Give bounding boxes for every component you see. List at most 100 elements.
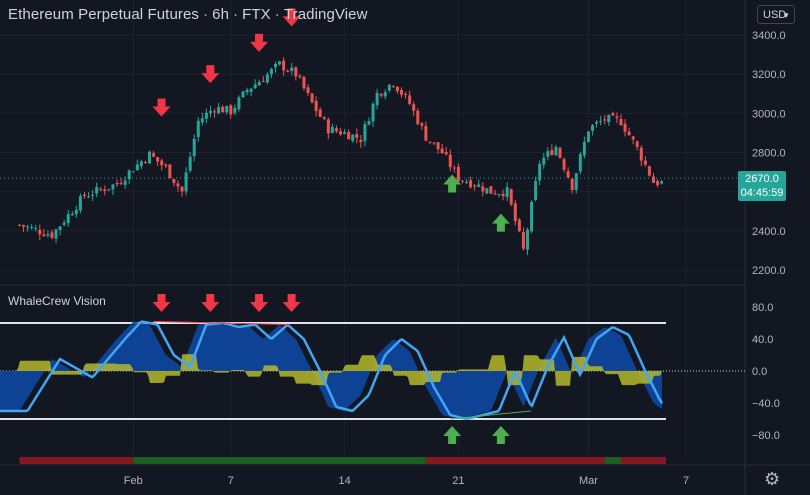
- candle-body: [647, 166, 651, 176]
- candle-body: [334, 128, 338, 132]
- candle-body: [127, 170, 131, 180]
- candle-body: [465, 182, 469, 184]
- last-price-badge: 2670.0 04:45:59: [738, 171, 786, 201]
- candle-body: [225, 105, 229, 113]
- trend-bar-segment: [133, 457, 426, 464]
- sell-arrow-icon-head: [152, 106, 171, 117]
- candle-body: [213, 111, 217, 113]
- candle-body: [233, 107, 237, 113]
- candle-body: [156, 157, 160, 162]
- buy-arrow-icon-shaft: [448, 435, 457, 444]
- candle-body: [444, 152, 448, 155]
- candle-body: [582, 141, 586, 156]
- candle-body: [22, 225, 26, 227]
- candle-body: [237, 97, 241, 110]
- candle-body: [269, 68, 273, 75]
- candle-body: [395, 86, 399, 92]
- candle-body: [115, 183, 119, 185]
- indicator-title[interactable]: WhaleCrew Vision: [8, 294, 106, 308]
- candle-body: [131, 171, 135, 173]
- candle-body: [322, 117, 326, 119]
- candle-body: [534, 181, 538, 201]
- sell-arrow-icon: [250, 294, 269, 312]
- candle-body: [253, 84, 257, 89]
- sell-arrow-icon-shaft: [206, 294, 215, 303]
- candle-body: [436, 142, 440, 150]
- candle-body: [168, 164, 172, 179]
- sell-arrow-icon: [152, 294, 171, 312]
- candle-body: [119, 183, 123, 185]
- candle-body: [509, 189, 513, 205]
- candle-body: [363, 124, 367, 142]
- candle-body: [607, 115, 611, 123]
- time-tick-label: Mar: [579, 475, 598, 487]
- candle-body: [493, 193, 497, 195]
- chart-title: Ethereum Perpetual Futures · 6h · FTX · Tradin…: [8, 6, 368, 23]
- candle-body: [513, 203, 517, 221]
- candle-body: [603, 119, 607, 121]
- bar-countdown: 04:45:59: [740, 187, 784, 199]
- candle-body: [290, 67, 294, 71]
- candle-body: [139, 161, 143, 167]
- candle-body: [452, 167, 456, 169]
- candle-body: [611, 113, 615, 116]
- price-tick-label: 3200.0: [752, 69, 786, 81]
- trend-bar-segment: [425, 457, 605, 464]
- candle-body: [91, 194, 95, 196]
- candle-body: [38, 229, 42, 235]
- candle-body: [530, 201, 534, 232]
- candle-body: [74, 209, 78, 215]
- candle-body: [424, 125, 428, 141]
- source-label: TradingView: [283, 6, 368, 23]
- gear-icon[interactable]: ⚙: [764, 469, 781, 489]
- candle-body: [286, 70, 290, 72]
- candle-body: [339, 131, 343, 135]
- candle-body: [261, 81, 265, 83]
- candle-body: [619, 119, 623, 126]
- candle-body: [525, 229, 529, 250]
- price-tick-label: 2400.0: [752, 226, 786, 238]
- sell-arrow-icon-shaft: [255, 294, 264, 303]
- candle-body: [497, 194, 501, 196]
- oscillator-tick-label: 0.0: [752, 366, 767, 378]
- symbol-name[interactable]: Ethereum Perpetual Futures: [8, 6, 200, 23]
- sell-arrow-icon: [250, 33, 269, 52]
- sell-arrow-icon-head: [250, 302, 269, 312]
- price-tick-label: 3400.0: [752, 30, 786, 42]
- trend-bar-segment: [604, 457, 621, 464]
- candle-body: [30, 227, 34, 229]
- interval-label[interactable]: 6h: [212, 6, 230, 23]
- price-tick-label: 3000.0: [752, 108, 786, 120]
- candle-body: [456, 166, 460, 182]
- last-price-value: 2670.0: [745, 173, 779, 185]
- candle-body: [62, 222, 66, 225]
- sell-arrow-icon: [201, 294, 220, 312]
- price-tick-label: 2800.0: [752, 148, 786, 160]
- time-tick-label: 14: [338, 475, 350, 487]
- candle-body: [558, 147, 562, 158]
- candle-body: [103, 189, 107, 192]
- candle-body: [408, 95, 412, 104]
- candle-body: [229, 105, 233, 115]
- candle-body: [249, 88, 253, 92]
- buy-arrow-icon-head: [491, 426, 510, 436]
- sell-arrow-icon-head: [201, 302, 220, 312]
- candles-group: [17, 57, 664, 256]
- candle-body: [599, 120, 603, 122]
- candle-body: [184, 172, 188, 192]
- candle-body: [383, 92, 387, 97]
- time-tick-label: 7: [228, 475, 234, 487]
- wave-line: [0, 320, 664, 421]
- bullish-divergence-line: [450, 410, 531, 420]
- sell-arrow-icon-head: [152, 302, 171, 312]
- candle-body: [428, 141, 432, 143]
- candle-body: [639, 147, 643, 161]
- candle-body: [473, 185, 477, 187]
- candle-body: [265, 74, 269, 83]
- oscillator-tick-label: −80.0: [752, 430, 780, 442]
- candle-body: [367, 120, 371, 125]
- currency-selector[interactable]: USD ▼: [757, 5, 795, 24]
- oscillator-area: [0, 354, 662, 386]
- candle-body: [164, 164, 168, 167]
- candle-body: [176, 183, 180, 187]
